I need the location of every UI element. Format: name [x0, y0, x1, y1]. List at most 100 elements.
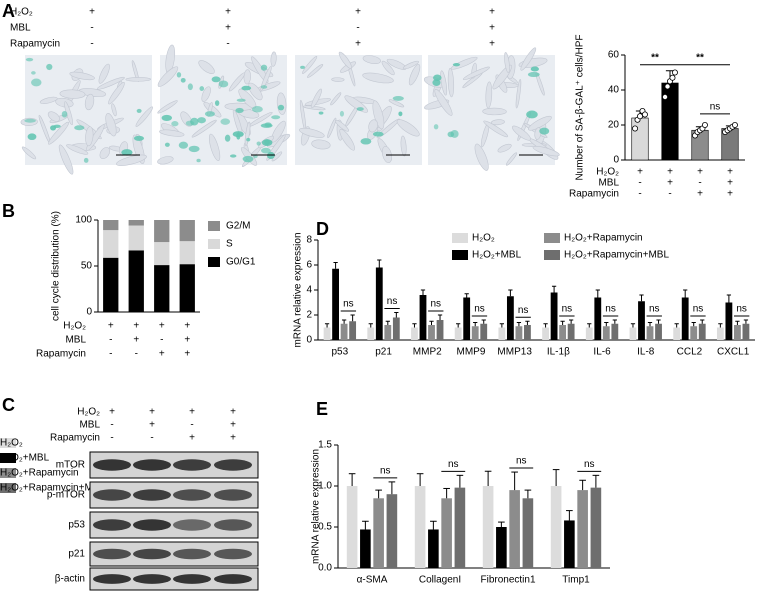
x-tick-label: MMP13: [497, 347, 532, 358]
legend-swatch: [0, 468, 16, 478]
bar: [463, 297, 471, 340]
bar: [590, 487, 602, 568]
cell: [362, 72, 394, 84]
band: [173, 574, 211, 584]
error-bar: [612, 319, 617, 324]
bar: [332, 268, 339, 340]
cell: [327, 117, 337, 139]
significance: ns: [562, 304, 573, 315]
cell: [260, 65, 272, 91]
bar: [594, 297, 602, 340]
treatment-sign: +: [184, 335, 190, 346]
y-tick-label: 20: [608, 120, 620, 131]
treatment-sign: +: [230, 407, 236, 418]
significance: ns: [516, 456, 527, 467]
y-tick-label: 6: [306, 260, 312, 271]
stain: [199, 86, 205, 91]
stain: [251, 106, 263, 113]
cell: [490, 119, 505, 126]
treatment-sign: -: [90, 39, 93, 50]
legend-label: G2/M: [226, 221, 250, 232]
bar: [550, 486, 562, 568]
bar: [411, 327, 418, 340]
error-bar: [484, 470, 492, 486]
significance: **: [696, 52, 704, 63]
cell: [450, 56, 478, 70]
cell: [402, 60, 419, 70]
bar: [515, 326, 523, 340]
cell: [520, 47, 537, 71]
cell: [482, 107, 507, 116]
stain: [242, 155, 254, 163]
bar: [373, 498, 384, 568]
cell: [48, 121, 70, 145]
bar-segment: [103, 220, 119, 231]
cell: [497, 143, 512, 153]
x-tick-label: MMP9: [456, 347, 485, 358]
data-point: [664, 83, 671, 90]
treatment-sign: +: [89, 7, 95, 18]
stain: [187, 83, 193, 91]
legend-label: H₂O₂: [0, 438, 23, 449]
bar: [734, 325, 741, 340]
error-bar: [700, 319, 705, 324]
treatment-label: Rapamycin: [10, 39, 60, 50]
stain: [188, 145, 200, 153]
treatment-sign: +: [667, 167, 673, 178]
bar: [482, 486, 494, 568]
bar-segment: [128, 220, 144, 226]
panel-label: D: [316, 219, 329, 239]
legend-label: H₂O₂+MBL: [472, 250, 522, 261]
stain: [539, 127, 550, 135]
stain: [260, 123, 273, 128]
treatment-sign: +: [637, 167, 643, 178]
error-bar: [429, 320, 434, 325]
cell: [69, 71, 95, 81]
error-bar: [350, 314, 355, 322]
error-bar: [385, 320, 390, 325]
stain: [220, 118, 231, 125]
error-bar: [473, 322, 478, 327]
cell: [483, 120, 509, 138]
error-bar: [551, 285, 557, 293]
bar: [349, 321, 357, 340]
error-bar: [341, 319, 347, 324]
error-bar: [566, 510, 573, 521]
cell: [396, 119, 420, 137]
protein-label: mTOR: [56, 460, 85, 471]
bar: [690, 326, 698, 340]
bar: [386, 494, 398, 568]
band: [133, 574, 171, 584]
data-point: [662, 94, 669, 101]
protein-label: p21: [68, 549, 85, 560]
y-axis-label: mRNA relative expression: [311, 449, 322, 564]
stain: [392, 95, 404, 101]
cell: [157, 156, 174, 165]
error-bar: [718, 323, 723, 328]
treatment-sign: +: [133, 321, 139, 332]
cell: [512, 125, 531, 141]
panel-label: A: [2, 1, 15, 21]
stain: [264, 139, 270, 145]
bar: [414, 486, 426, 568]
treatment-sign: +: [189, 433, 195, 444]
error-bar: [604, 322, 609, 327]
treatment-sign: -: [109, 335, 112, 346]
stain: [196, 158, 201, 163]
error-bar: [743, 319, 749, 324]
cell: [339, 128, 356, 151]
error-bar: [524, 489, 532, 499]
microscopy-image: [295, 51, 422, 165]
band: [133, 489, 171, 501]
panel-label: C: [2, 395, 15, 415]
significance: **: [651, 52, 659, 63]
cell: [228, 72, 246, 92]
significance: ns: [430, 299, 441, 310]
significance: ns: [710, 102, 721, 113]
stain: [433, 124, 439, 130]
cell: [116, 154, 147, 166]
panel-label: B: [2, 201, 15, 221]
cell: [98, 63, 110, 84]
treatment-label: MBL: [65, 335, 86, 346]
